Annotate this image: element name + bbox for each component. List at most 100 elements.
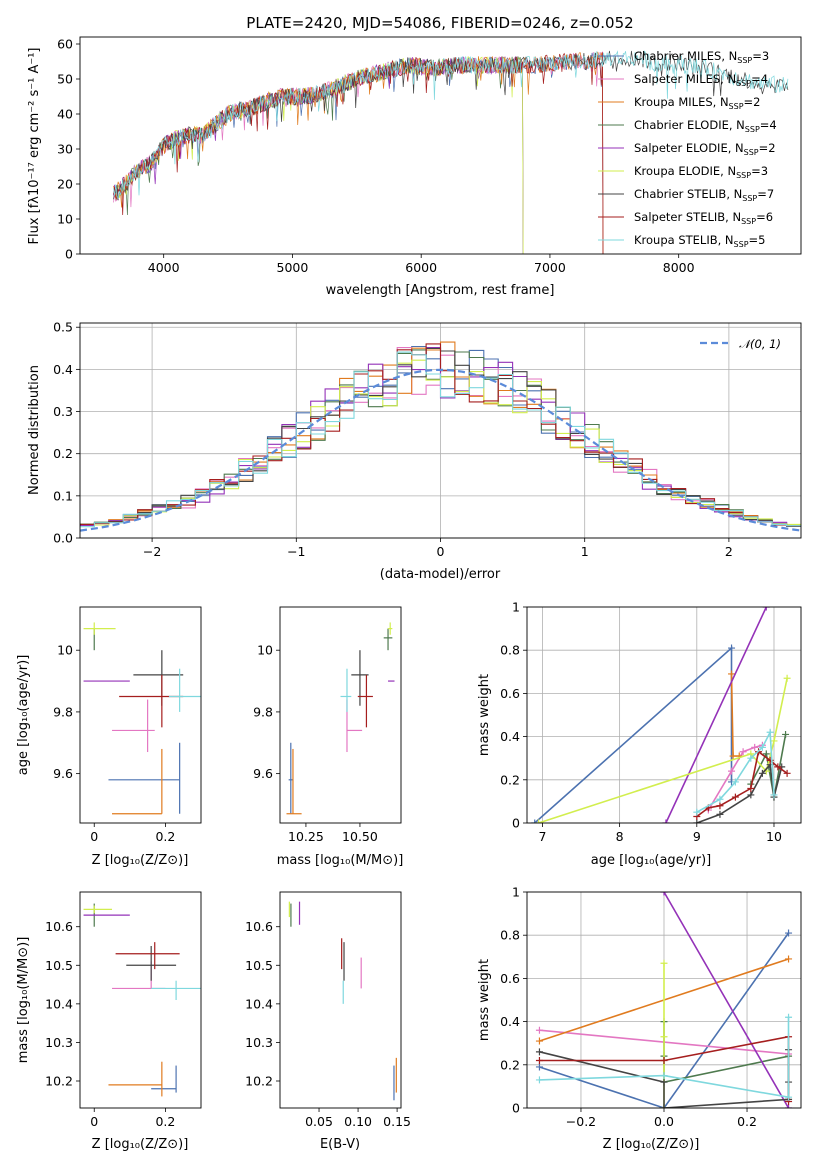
residuals-xtick-label: 2 (725, 544, 733, 559)
mass-weight-vs-age-marker (739, 748, 747, 756)
spectrum-xtick-label: 4000 (148, 260, 180, 275)
spectrum-marks (113, 50, 789, 254)
age-vs-z-frame (79, 606, 202, 824)
mass-weight-vs-z-xtick-label: 0.2 (737, 1114, 757, 1129)
spectrum-ytick-label: 30 (57, 142, 73, 157)
mass-weight-vs-age-xtick-label: 10 (766, 829, 782, 844)
spectrum-legend-sub: SSP (741, 217, 756, 226)
spectrum-legend-count: =4 (751, 72, 768, 86)
spectrum-legend-label: Salpeter ELODIE, N (634, 141, 744, 155)
spectrum-legend-label: Kroupa ELODIE, N (634, 164, 736, 178)
spectrum-legend-sub: SSP (736, 79, 751, 88)
age-vs-z-point-kroupa-stelib (168, 668, 201, 712)
age-vs-z-axes: 0 0.2 9.6 9.8 10 (53, 606, 202, 844)
mass-vs-z-point-kroupa-stelib (151, 980, 201, 1000)
spectrum-xtick-label: 7000 (534, 260, 566, 275)
mass-weight-vs-age-marker (758, 743, 766, 751)
age-vs-mass-point-chabrier-miles (288, 742, 293, 814)
mass-weight-vs-age-ytick-label: 1 (512, 600, 520, 615)
mass-weight-vs-age-marker (758, 769, 766, 777)
residuals-ytick-label: 0.3 (53, 404, 73, 419)
residuals-xlabel: (data-model)/error (380, 567, 501, 582)
mass-vs-ebv-ytick-label: 10.4 (245, 996, 273, 1011)
mass-weight-vs-age-ytick-label: 0.6 (500, 686, 520, 701)
spectrum-legend-label: Chabrier ELODIE, N (634, 118, 745, 132)
mass-vs-z-frame (79, 891, 202, 1109)
mass-weight-vs-z-marker (535, 1056, 543, 1064)
spectrum-legend-entry: Chabrier MILES, NSSP=3 (634, 49, 769, 65)
age-vs-mass-xtick-label: 10.50 (342, 829, 378, 844)
mass-vs-z-point-salpeter-stelib (115, 942, 180, 970)
age-vs-z-xtick-label: 0 (90, 829, 98, 844)
mass-weight-vs-age-marker (729, 752, 737, 760)
age-vs-z-plot: 0 0.2 9.6 9.8 10 (53, 606, 202, 844)
mass-weight-vs-age-marker (716, 795, 724, 803)
age-vs-z-point-salpeter-miles (112, 699, 155, 753)
mass-weight-vs-age-grid (527, 606, 801, 824)
spectrum-ytick-label: 40 (57, 107, 73, 122)
mass-weight-vs-z-ylabel: mass weight (477, 959, 492, 1041)
spectrum-ytick-label: 60 (57, 37, 73, 52)
mass-weight-vs-age-marker (766, 728, 774, 736)
age-vs-mass-xtick-label: 10.25 (288, 829, 324, 844)
mass-weight-vs-age-marker (662, 819, 670, 823)
residuals-xtick-label: −1 (287, 544, 305, 559)
age-vs-mass-marks (286, 622, 395, 815)
spectrum-xtick-label: 6000 (405, 260, 437, 275)
mass-weight-vs-z-ytick-label: 0.8 (500, 928, 520, 943)
spectrum-ytick-label: 20 (57, 177, 73, 192)
mass-weight-vs-z-marker (785, 1093, 793, 1101)
residuals-xtick-label: −2 (143, 544, 161, 559)
mass-weight-vs-z-axes: −0.2 0.0 0.2 0 0.2 0.4 0.6 0.8 1 (500, 885, 802, 1129)
mass-vs-z-panel: 0 0.2 10.2 10.3 10.4 10.5 10.6 Z [log₁₀(Z/Z⊙)]… (16, 891, 202, 1152)
spectrum-legend-count: =6 (756, 210, 773, 224)
residuals-step-kroupa-stelib (80, 351, 801, 528)
mass-weight-vs-age-marker (716, 802, 724, 810)
mass-weight-vs-age-marker (716, 810, 724, 818)
mass-weight-vs-age-marker (747, 791, 755, 799)
mass-weight-vs-z-frame (526, 891, 802, 1109)
mass-weight-vs-z-xtick-label: −0.2 (566, 1114, 596, 1129)
mass-vs-ebv-xtick-label: 0.10 (344, 1114, 372, 1129)
mass-weight-vs-age-marker (770, 737, 778, 745)
residuals-plot: −2 −1 0 1 2 0.0 0.1 0.2 0.3 0.4 0.5 𝒩(0, 1) (53, 320, 802, 559)
spectrum-legend-count: =2 (744, 95, 761, 109)
spectrum-legend-count: =4 (760, 118, 777, 132)
age-vs-mass-xlabel: mass [log₁₀(M/M⊙)] (277, 853, 404, 868)
spectrum-legend-sub: SSP (745, 125, 760, 134)
mass-weight-vs-age-marker (774, 763, 782, 771)
mass-weight-vs-z-marker (535, 1063, 543, 1071)
residuals-axes: −2 −1 0 1 2 0.0 0.1 0.2 0.3 0.4 0.5 𝒩(0, 1) (53, 320, 802, 559)
mass-weight-vs-z-marker (660, 1104, 668, 1108)
mass-weight-vs-age-marker (728, 767, 736, 775)
mass-weight-vs-z-marker (660, 959, 668, 967)
age-vs-mass-point-kroupa-elodie (388, 622, 393, 635)
mass-vs-ebv-xtick-label: 0.15 (383, 1114, 411, 1129)
mass-vs-z-plot: 0 0.2 10.2 10.3 10.4 10.5 10.6 (45, 891, 202, 1129)
mass-vs-ebv-marks (288, 901, 397, 1101)
spectrum-frame (79, 36, 802, 255)
figure-title: PLATE=2420, MJD=54086, FIBERID=0246, z=0… (246, 14, 633, 32)
mass-weight-vs-age-xtick-label: 7 (538, 829, 546, 844)
mass-weight-vs-age-line-salpeter-elodie (665, 607, 768, 823)
mass-vs-ebv-ytick-label: 10.6 (245, 919, 273, 934)
mass-vs-ebv-xlabel: E(B-V) (320, 1137, 360, 1152)
spectrum-legend-sub: SSP (742, 194, 757, 203)
residuals-ylabel: Normed distribution (27, 365, 42, 495)
mass-weight-vs-z-marks (535, 892, 793, 1108)
mass-vs-z-xtick-label: 0.2 (155, 1114, 175, 1129)
mass-weight-vs-age-marker (783, 674, 791, 682)
mass-vs-z-ytick-label: 10.6 (45, 919, 73, 934)
mass-weight-vs-age-marker (783, 769, 791, 777)
mass-vs-ebv-frame (279, 891, 402, 1109)
mass-weight-vs-z-line-salpeter-elodie (663, 892, 790, 1108)
spectrum-legend-label: Kroupa MILES, N (634, 95, 729, 109)
mass-weight-vs-age-marker (747, 754, 755, 762)
mass-weight-vs-z-marker (535, 1026, 543, 1034)
age-vs-mass-axes: 10.25 10.50 9.6 9.8 10 (253, 606, 402, 844)
spectrum-legend-label: Salpeter MILES, N (634, 72, 736, 86)
mass-weight-vs-age-ylabel: mass weight (477, 674, 492, 756)
spectrum-legend-sub: SSP (729, 102, 744, 111)
mass-weight-vs-age-marker (693, 819, 701, 823)
